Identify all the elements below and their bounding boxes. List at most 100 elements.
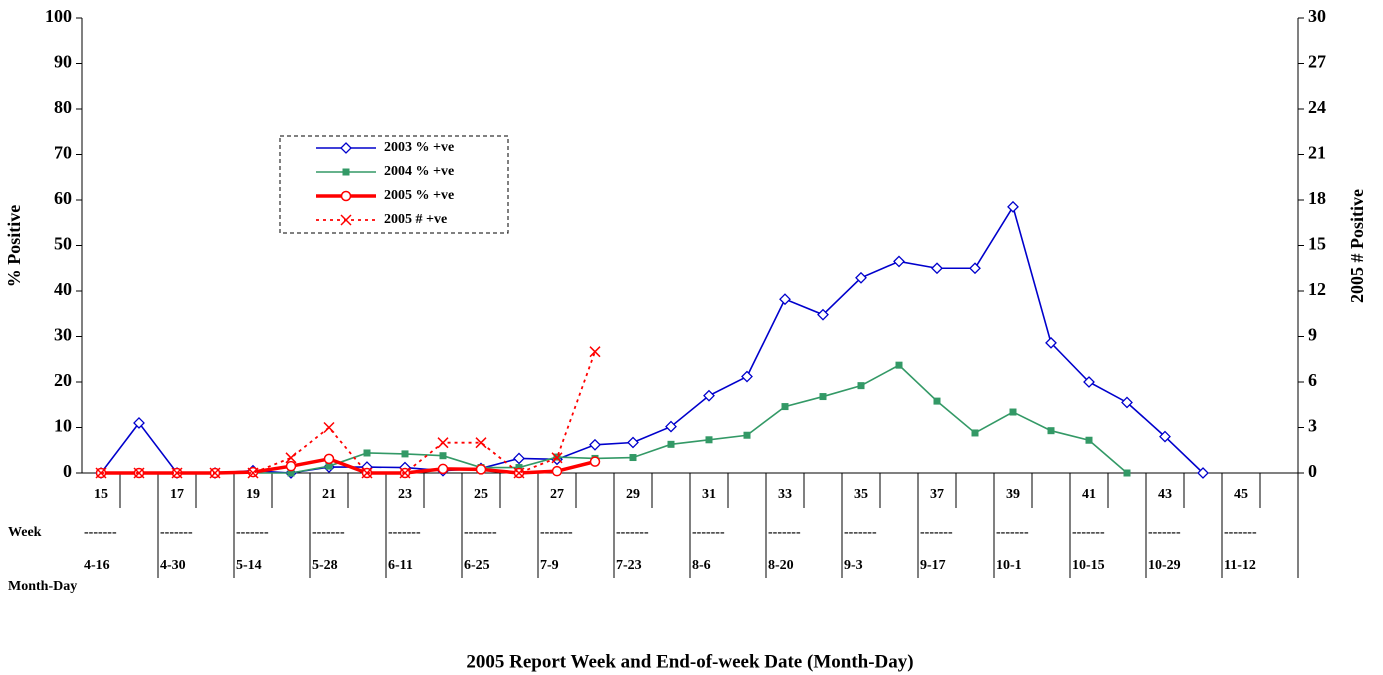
- date-label: 10-29: [1148, 558, 1181, 573]
- data-point: [513, 467, 525, 479]
- date-label: 7-9: [540, 558, 559, 573]
- data-point: [551, 465, 563, 477]
- separator: -------: [160, 525, 193, 540]
- date-label: 9-3: [844, 558, 863, 573]
- date-label: 4-16: [84, 558, 110, 573]
- date-label: 5-14: [236, 558, 262, 573]
- series-line: [100, 204, 1204, 474]
- date-label: 10-1: [996, 558, 1022, 573]
- data-point: [781, 403, 789, 411]
- data-point: [399, 467, 411, 479]
- data-point: [627, 436, 639, 449]
- separator: -------: [692, 525, 725, 540]
- y2-tick-label: 9: [1308, 325, 1317, 345]
- y-tick-label: 40: [54, 279, 72, 299]
- date-label: 10-15: [1072, 558, 1105, 573]
- data-point: [247, 467, 259, 479]
- y-tick-label: 20: [54, 370, 72, 390]
- data-point: [515, 464, 523, 472]
- row-label: Week: [8, 525, 42, 540]
- data-point: [819, 393, 827, 401]
- date-label: 7-23: [616, 558, 642, 573]
- legend-label: 2005 % +ve: [384, 188, 454, 203]
- data-point: [931, 262, 943, 275]
- separator: -------: [1224, 525, 1257, 540]
- x-tick-label: 21: [322, 487, 336, 502]
- x-tick-label: 25: [474, 487, 488, 502]
- x-tick-label: 41: [1082, 487, 1096, 502]
- data-point: [475, 464, 487, 475]
- data-point: [705, 436, 713, 444]
- data-point: [551, 452, 563, 464]
- x-tick-label: 39: [1006, 487, 1020, 502]
- data-point: [1009, 408, 1017, 416]
- y2-tick-label: 12: [1308, 279, 1326, 299]
- data-point: [1047, 427, 1055, 435]
- data-point: [855, 271, 867, 284]
- y2-tick-label: 6: [1308, 370, 1317, 390]
- data-point: [1007, 200, 1019, 213]
- data-point: [703, 389, 715, 402]
- y2-tick-label: 30: [1308, 6, 1326, 26]
- x-tick-label: 35: [854, 487, 868, 502]
- y2-tick-label: 24: [1308, 97, 1326, 117]
- y2-tick-label: 15: [1308, 234, 1326, 254]
- data-point: [171, 467, 183, 479]
- y-tick-label: 90: [54, 52, 72, 72]
- data-point: [209, 467, 221, 479]
- y-tick-label: 0: [63, 461, 72, 481]
- data-point: [133, 417, 145, 429]
- data-point: [1123, 469, 1131, 477]
- y-axis-title: % Positive: [4, 205, 24, 288]
- x-tick-label: 17: [170, 487, 184, 502]
- data-point: [323, 421, 335, 434]
- data-point: [665, 420, 677, 433]
- date-label: 11-12: [1224, 558, 1256, 573]
- legend-label: 2004 % +ve: [384, 164, 454, 179]
- x-tick-label: 37: [930, 487, 944, 502]
- data-point: [513, 452, 525, 465]
- data-point: [1159, 430, 1171, 443]
- x-tick-label: 45: [1234, 487, 1248, 502]
- data-point: [437, 463, 449, 475]
- data-point: [285, 452, 297, 464]
- date-label: 5-28: [312, 558, 338, 573]
- x-tick-label: 19: [246, 487, 260, 502]
- y-tick-label: 80: [54, 97, 72, 117]
- y2-tick-label: 27: [1308, 52, 1326, 72]
- data-point: [133, 467, 145, 479]
- date-label: 8-6: [692, 558, 711, 573]
- y-tick-label: 60: [54, 188, 72, 208]
- data-point: [971, 429, 979, 437]
- data-point: [589, 438, 601, 451]
- data-point: [893, 255, 905, 268]
- separator: -------: [312, 525, 345, 540]
- separator: -------: [996, 525, 1029, 540]
- separator: -------: [1148, 525, 1181, 540]
- row-label: Month-Day: [8, 579, 77, 594]
- y2-tick-label: 0: [1308, 461, 1317, 481]
- data-point: [285, 460, 297, 472]
- x-tick-label: 43: [1158, 487, 1172, 502]
- y2-tick-label: 21: [1308, 143, 1326, 163]
- data-point: [629, 454, 637, 462]
- data-point: [363, 449, 371, 457]
- x-tick-label: 33: [778, 487, 792, 502]
- separator: -------: [540, 525, 573, 540]
- data-point: [969, 262, 981, 275]
- x-tick-label: 31: [702, 487, 716, 502]
- series-line: [101, 457, 596, 475]
- separator: -------: [388, 525, 421, 540]
- x-tick-label: 15: [94, 487, 108, 502]
- date-label: 6-25: [464, 558, 490, 573]
- data-point: [1121, 396, 1133, 409]
- legend-marker: [340, 142, 352, 154]
- data-point: [895, 361, 903, 369]
- separator: -------: [84, 525, 117, 540]
- y-tick-label: 50: [54, 234, 72, 254]
- data-point: [857, 382, 865, 390]
- y-tick-label: 30: [54, 325, 72, 345]
- x-tick-label: 23: [398, 487, 412, 502]
- separator: -------: [768, 525, 801, 540]
